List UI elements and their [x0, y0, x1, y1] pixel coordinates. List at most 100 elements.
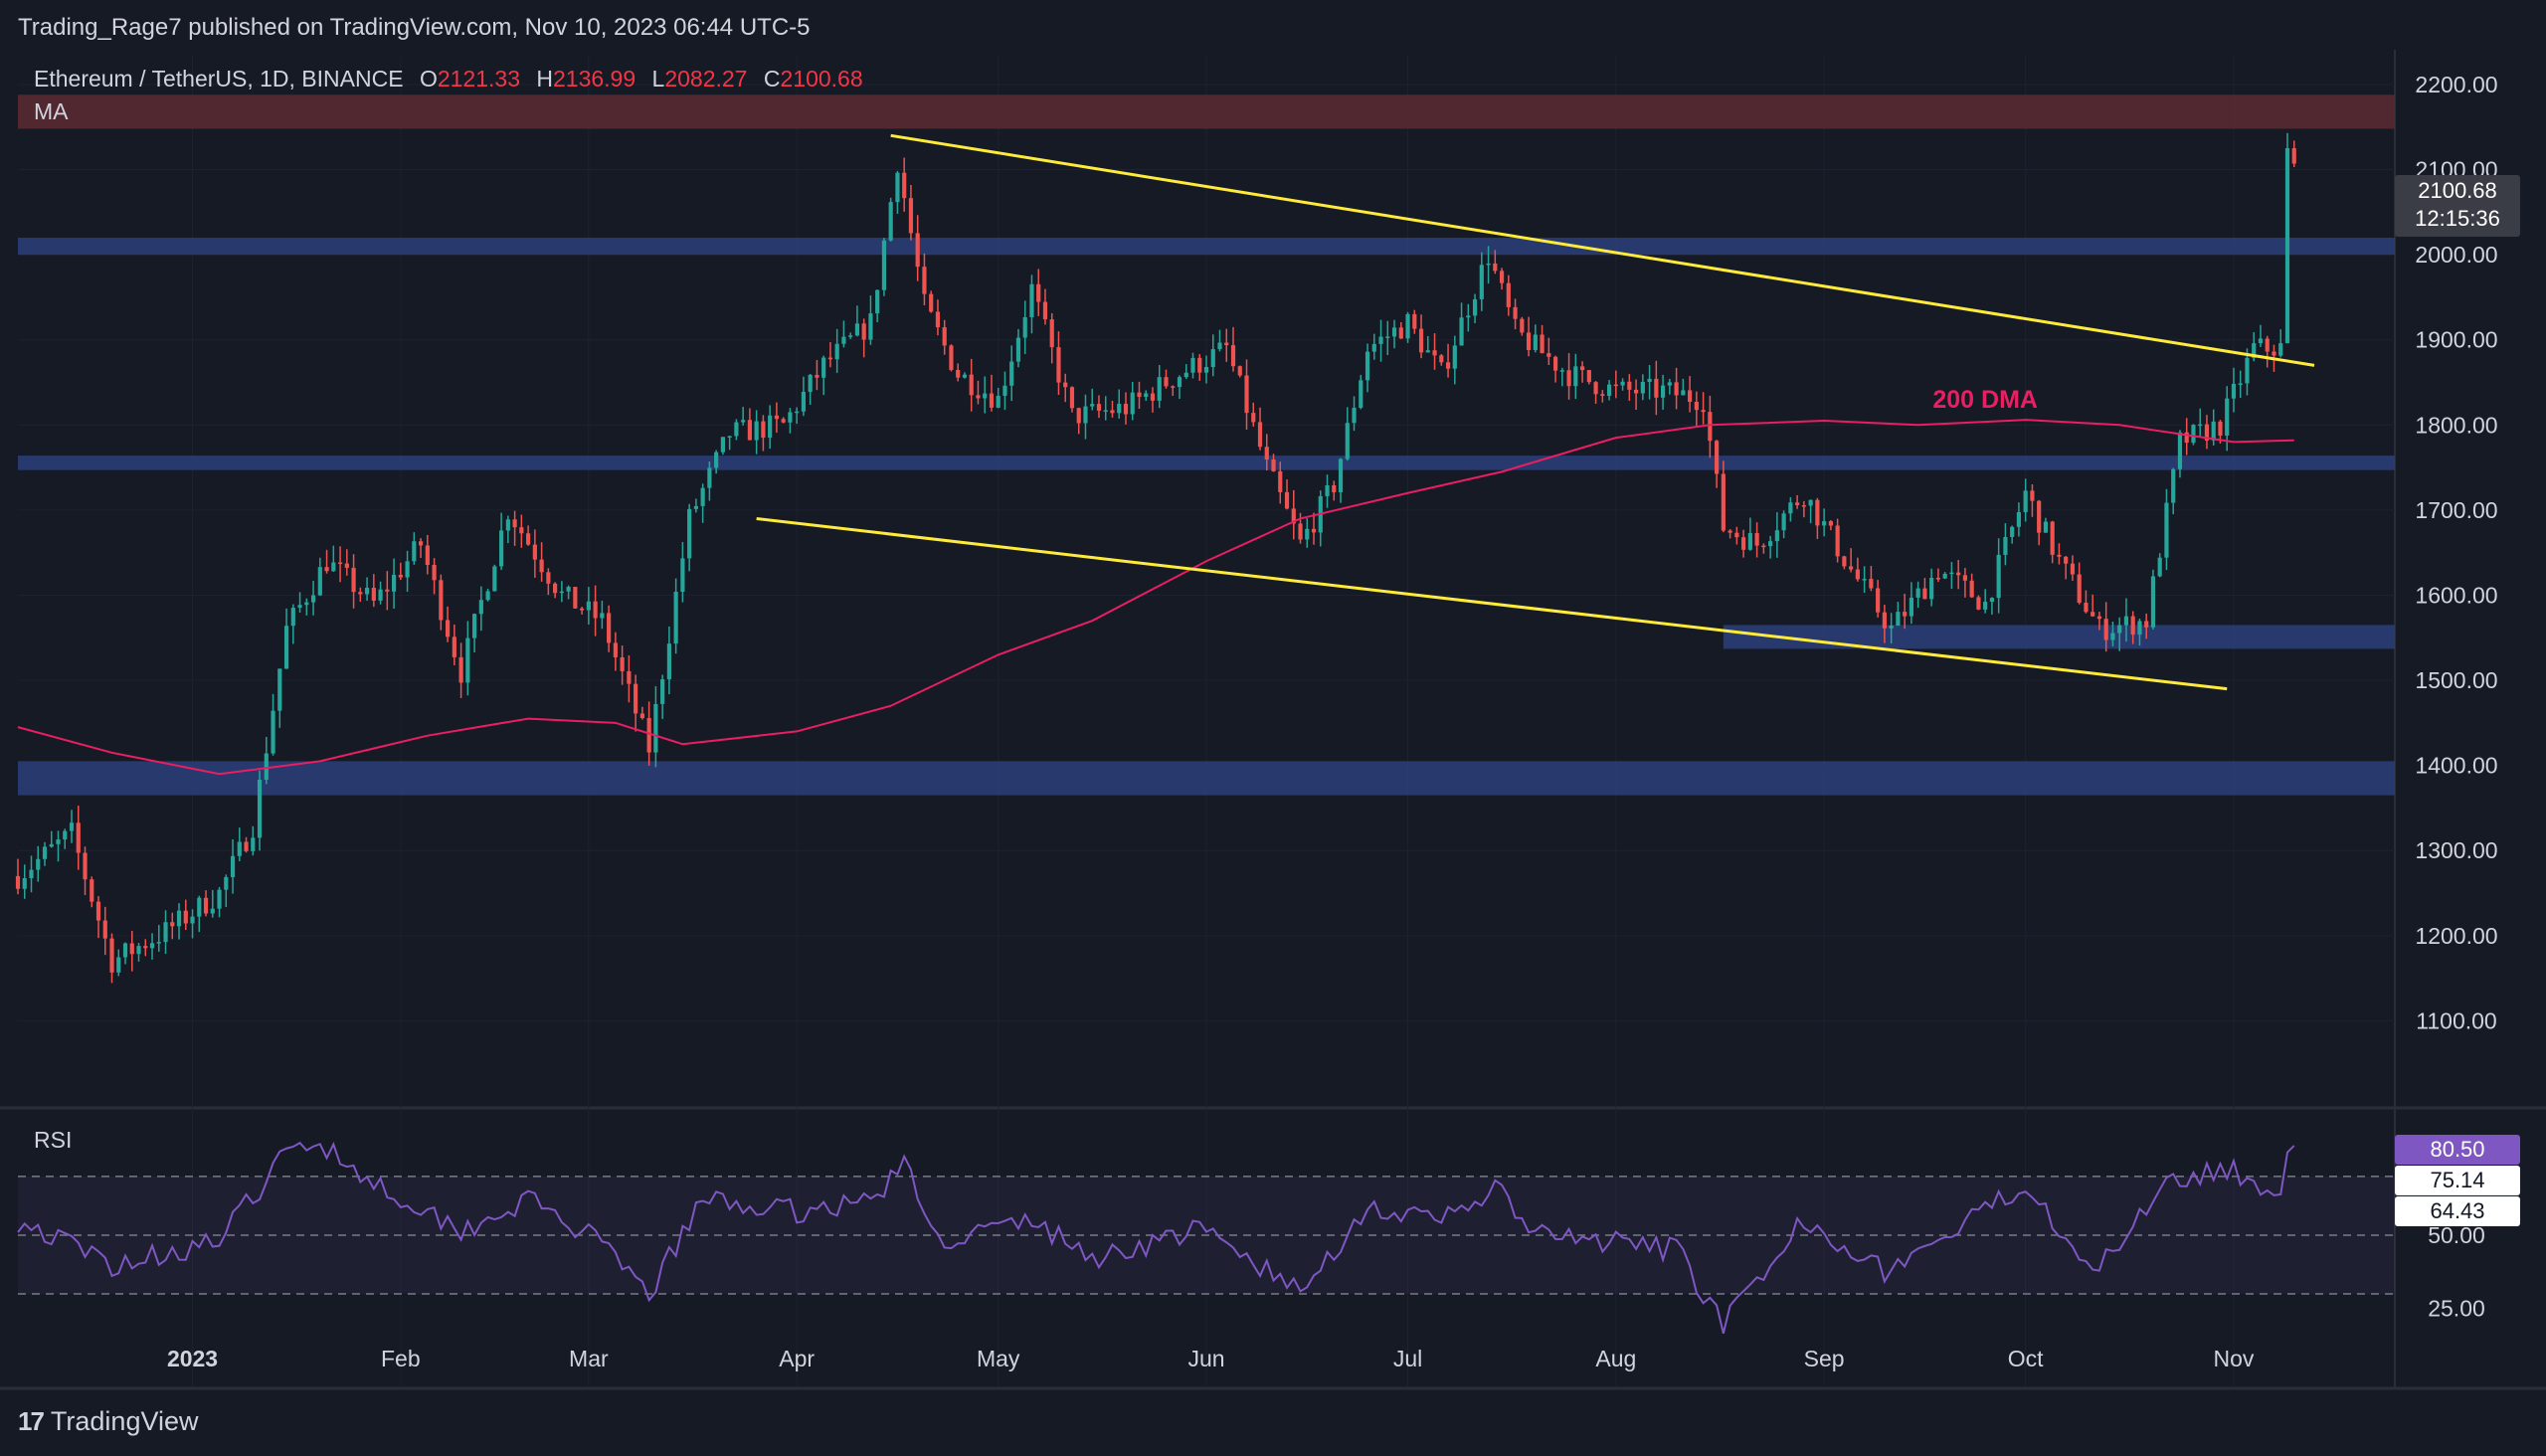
- candle-body: [741, 420, 746, 423]
- candle-body: [2231, 383, 2237, 399]
- support-zone: [18, 238, 2395, 256]
- tradingview-brand[interactable]: 17 TradingView: [18, 1406, 199, 1437]
- candle-body: [277, 668, 282, 711]
- high-value: 2136.99: [553, 66, 636, 91]
- candle-body: [949, 345, 954, 370]
- candle-body: [2016, 512, 2022, 527]
- support-zone: [1723, 625, 2395, 649]
- candle-body: [693, 505, 698, 509]
- candle-body: [1251, 413, 1256, 423]
- time-axis-label: Sep: [1804, 1346, 1845, 1371]
- candle-body: [2258, 338, 2264, 344]
- candle-body: [1345, 423, 1350, 459]
- candle-body: [687, 508, 692, 559]
- candle-body: [680, 558, 685, 593]
- candle-body: [2137, 621, 2142, 636]
- candle-body: [1855, 569, 1860, 580]
- candle-body: [1069, 387, 1075, 409]
- candle-body: [1009, 361, 1014, 386]
- candle-body: [452, 637, 456, 657]
- candle-body: [1849, 566, 1854, 570]
- candle-body: [2157, 557, 2162, 577]
- candle-body: [1540, 334, 1545, 354]
- candle-body: [707, 467, 712, 488]
- candle-body: [203, 897, 209, 914]
- candle-body: [754, 421, 759, 441]
- candle-body: [1640, 382, 1645, 394]
- candle-body: [908, 198, 914, 234]
- candle-body: [1210, 349, 1215, 367]
- candle-body: [989, 393, 995, 408]
- candle-body: [109, 938, 114, 973]
- time-axis-label: May: [977, 1346, 1020, 1371]
- candle-body: [1862, 579, 1867, 581]
- candle-body: [1123, 404, 1129, 415]
- candle-body: [902, 172, 907, 199]
- candle-body: [1096, 404, 1102, 411]
- candle-body: [1103, 410, 1108, 412]
- candle-body: [841, 336, 846, 344]
- candle-body: [76, 822, 81, 853]
- candle-body: [391, 574, 397, 592]
- candle-body: [478, 600, 483, 615]
- candle-body: [915, 233, 920, 268]
- time-axis-label: Aug: [1595, 1346, 1636, 1371]
- candle-body: [1359, 380, 1364, 409]
- candle-body: [1613, 384, 1618, 387]
- candle-body: [2010, 526, 2015, 537]
- candle-body: [385, 589, 390, 592]
- candle-body: [1647, 378, 1652, 383]
- candle-body: [1352, 408, 1357, 424]
- candle-body: [156, 942, 161, 944]
- ma-indicator-label[interactable]: MA: [34, 98, 69, 124]
- candle-body: [1715, 441, 1720, 474]
- candle-body: [942, 327, 947, 346]
- candle-body: [1667, 382, 1672, 386]
- candle-body: [1976, 597, 1981, 610]
- candle-body: [956, 369, 961, 378]
- candle-body: [1385, 336, 1390, 338]
- candle-body: [1579, 366, 1585, 371]
- rsi-indicator-label[interactable]: RSI: [34, 1127, 73, 1153]
- candle-body: [673, 592, 678, 644]
- candle-body: [371, 587, 376, 601]
- candle-body: [2037, 500, 2042, 533]
- candles: [15, 132, 2296, 984]
- price-axis-label: 1700.00: [2415, 497, 2497, 523]
- candle-body: [512, 519, 517, 528]
- time-axis-label: 2023: [167, 1346, 218, 1371]
- candle-body: [163, 922, 168, 943]
- candle-body: [183, 910, 188, 924]
- candle-body: [1969, 580, 1974, 598]
- candle-body: [888, 202, 893, 241]
- time-axis-label: Feb: [381, 1346, 421, 1371]
- candle-body: [1230, 345, 1236, 367]
- candle-body: [734, 422, 739, 437]
- candle-body: [1452, 345, 1457, 369]
- symbol-legend[interactable]: Ethereum / TetherUS, 1D, BINANCE O2121.3…: [34, 66, 863, 92]
- ma-200-line: [17, 419, 2294, 776]
- candle-body: [634, 683, 638, 714]
- candle-body: [969, 374, 974, 396]
- price-axis-label: 1500.00: [2415, 667, 2497, 693]
- candle-body: [2030, 490, 2035, 501]
- candle-body: [1177, 377, 1182, 388]
- candle-body: [1620, 381, 1625, 386]
- candle-body: [761, 421, 766, 439]
- candle-body: [1398, 327, 1403, 339]
- candle-body: [922, 267, 927, 294]
- candle-body: [1889, 626, 1894, 629]
- candle-body: [1244, 375, 1249, 414]
- candle-body: [1688, 390, 1693, 402]
- candle-body: [2096, 616, 2102, 620]
- candle-body: [1842, 556, 1847, 567]
- candle-body: [2023, 490, 2028, 512]
- candle-body: [1391, 327, 1397, 337]
- candle-body: [1661, 385, 1666, 398]
- candle-body: [2211, 421, 2216, 441]
- candle-body: [573, 587, 578, 609]
- candle-body: [613, 642, 618, 657]
- candle-body: [1935, 577, 1940, 580]
- candle-body: [398, 574, 403, 578]
